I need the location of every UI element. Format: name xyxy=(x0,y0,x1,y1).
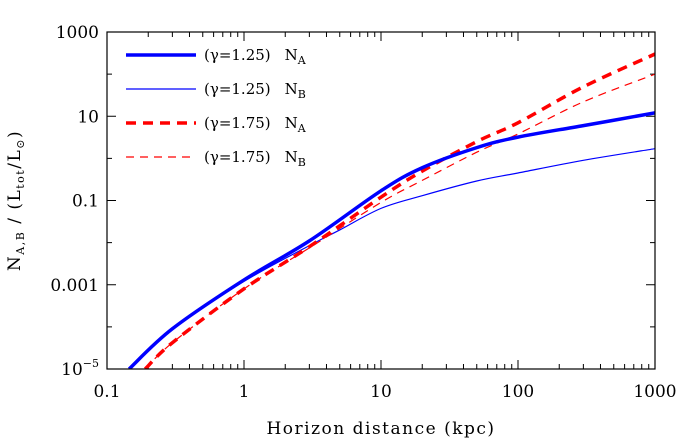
legend-label-g125-NA: (γ=1.25) NA xyxy=(204,46,307,67)
x-tick-label: 10 xyxy=(370,382,392,402)
series-g175-NA xyxy=(143,52,655,369)
y-tick-label-base: 10 xyxy=(61,360,83,380)
y-tick-label: 10−5 xyxy=(61,357,99,380)
y-label-tot-sub: tot xyxy=(14,169,27,189)
x-axis-label: Horizon distance (kpc) xyxy=(266,419,495,439)
legend-name-sub: A xyxy=(297,122,307,135)
plot-frame xyxy=(106,31,656,370)
legend-name: N xyxy=(285,148,298,166)
x-tick-label: 1 xyxy=(239,382,250,402)
y-tick-label: 1000 xyxy=(56,23,99,43)
legend-name: N xyxy=(285,80,298,98)
legend-label-g175-NA: (γ=1.75) NA xyxy=(204,114,307,135)
series-layer xyxy=(127,52,655,369)
legend-label-g175-NB: (γ=1.75) NB xyxy=(204,148,306,169)
y-label-main: N xyxy=(5,255,25,271)
legend-gamma: (γ=1.75) xyxy=(204,114,271,132)
legend-name: N xyxy=(285,114,298,132)
y-label-main-sub: A,B xyxy=(14,231,27,256)
x-tick-label: 1000 xyxy=(633,382,676,402)
x-tick-label: 0.1 xyxy=(93,382,120,402)
legend-gamma: (γ=1.75) xyxy=(204,148,271,166)
y-axis-label: NA,B / (Ltot/L⊙) xyxy=(5,130,27,271)
y-label-sep: / (L xyxy=(5,189,25,231)
legend-name: N xyxy=(285,46,298,64)
ticks-layer xyxy=(106,31,655,370)
legend-name-sub: B xyxy=(298,156,306,169)
series-g125-NA xyxy=(127,111,655,369)
y-tick-label: 10 xyxy=(77,107,99,127)
y-tick-label: 0.001 xyxy=(50,276,99,296)
legend-name-sub: A xyxy=(297,54,307,67)
y-tick-label: 0.1 xyxy=(72,192,99,212)
y-label-end: ) xyxy=(5,130,25,138)
y-tick-label-exponent: −5 xyxy=(83,357,99,370)
legend-gamma: (γ=1.25) xyxy=(204,46,271,64)
y-label-star-sub: ⊙ xyxy=(14,138,27,149)
series-g125-NB xyxy=(128,148,655,369)
legend-name-sub: B xyxy=(298,88,306,101)
x-tick-label: 100 xyxy=(502,382,534,402)
y-label-mid: /L xyxy=(5,149,25,169)
legend-gamma: (γ=1.25) xyxy=(204,80,271,98)
legend: (γ=1.25) NA(γ=1.25) NB(γ=1.75) NA(γ=1.75) NB xyxy=(126,46,307,169)
legend-label-g125-NB: (γ=1.25) NB xyxy=(204,80,306,101)
series-g175-NB xyxy=(144,73,655,369)
